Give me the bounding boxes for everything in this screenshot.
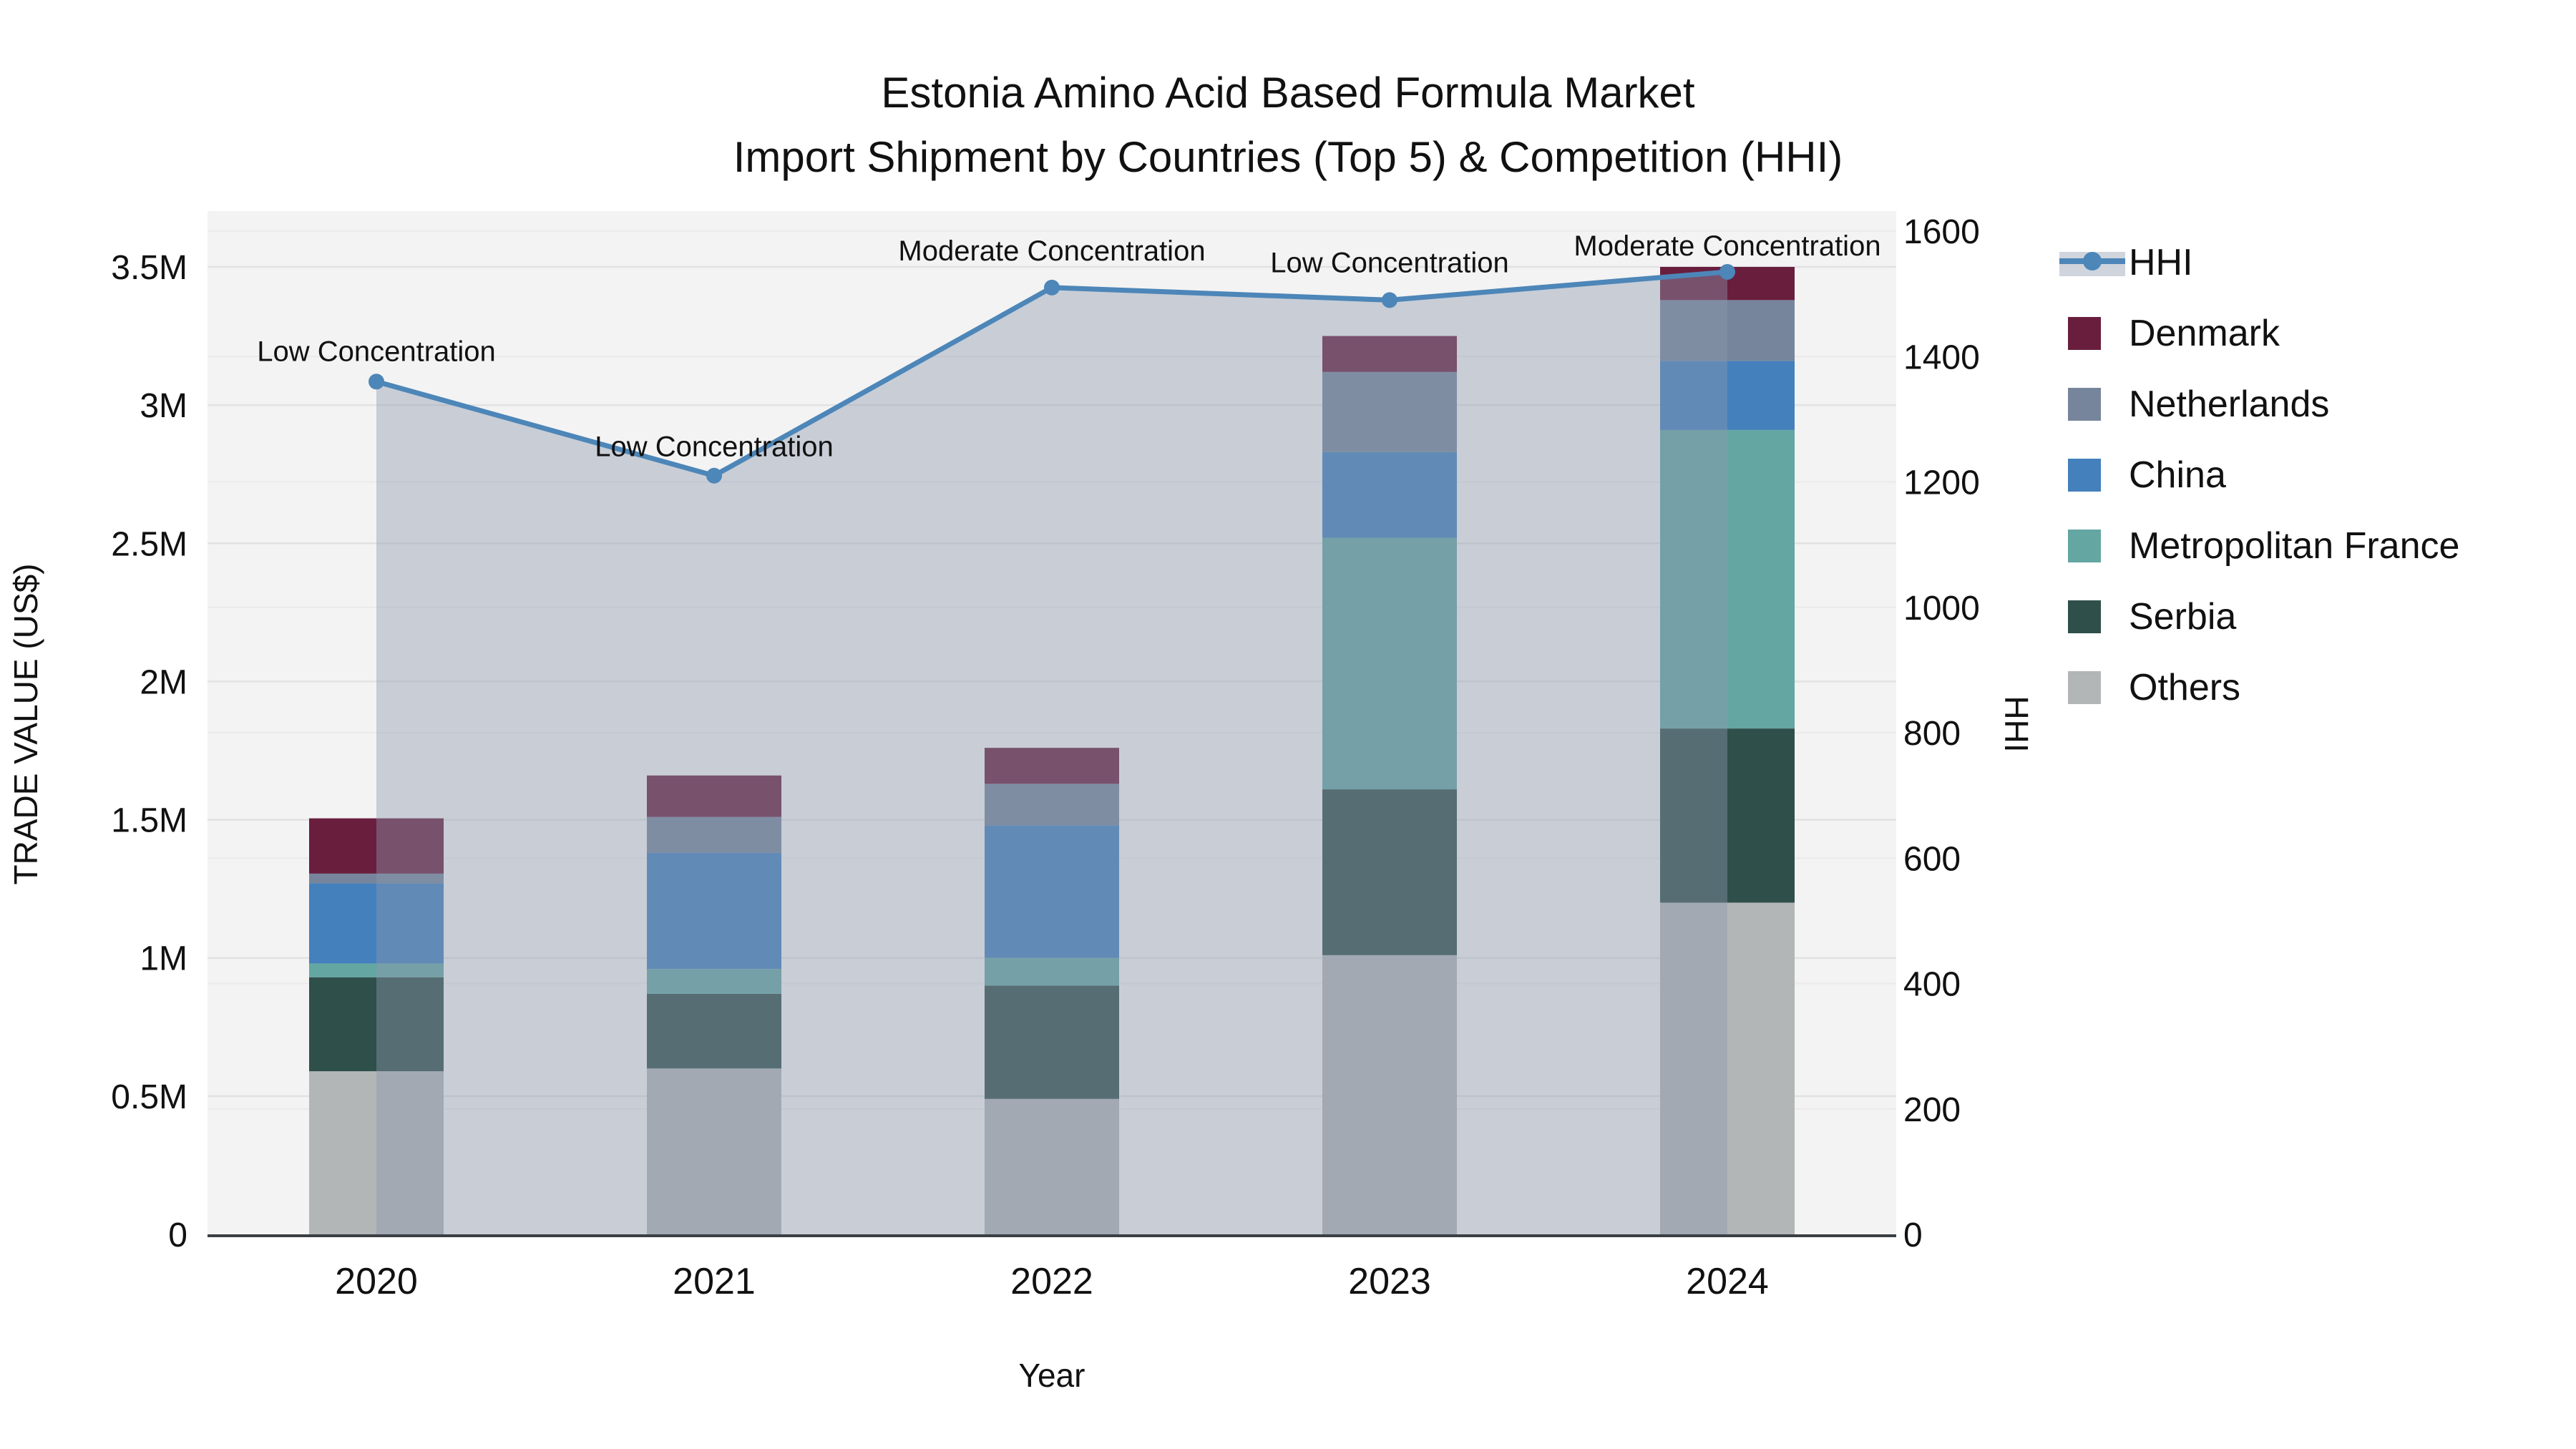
bar-segment-others-2023	[1322, 955, 1457, 1234]
bar-segment-metropolitan-france-2023	[1322, 537, 1457, 790]
right-tick-400: 400	[1903, 966, 1961, 1004]
legend-item-denmark[interactable]: Denmark	[2068, 313, 2280, 354]
stacked-bars	[309, 267, 1795, 1234]
right-tick-1400: 1400	[1903, 338, 1980, 376]
bar-segment-netherlands-2022	[985, 784, 1119, 826]
bar-segment-denmark-2020	[309, 818, 444, 874]
legend-label: Serbia	[2129, 596, 2236, 638]
bar-segment-netherlands-2020	[309, 873, 444, 884]
x-tick-2022: 2022	[1010, 1261, 1093, 1302]
bar-segment-denmark-2021	[647, 775, 781, 817]
left-tick-3.5M: 3.5M	[111, 249, 187, 287]
bar-segment-serbia-2020	[309, 977, 444, 1072]
legend: HHI Denmark Netherlands China Metropolitan F…	[2059, 242, 2459, 708]
hhi-marker-2024	[1719, 263, 1735, 280]
bar-segment-others-2020	[309, 1071, 444, 1234]
x-tick-2020: 2020	[335, 1261, 418, 1302]
legend-item-china[interactable]: China	[2068, 454, 2226, 496]
bar-segment-metropolitan-france-2020	[309, 963, 444, 977]
left-tick-2M: 2M	[140, 663, 187, 701]
annotation-2024: Moderate Concentration	[1574, 230, 1880, 262]
legend-hhi-marker-icon	[2083, 252, 2102, 270]
bar-segment-netherlands-2023	[1322, 371, 1457, 452]
bar-segment-metropolitan-france-2021	[647, 969, 781, 994]
bar-segment-metropolitan-france-2022	[985, 957, 1119, 986]
bar-segment-serbia-2022	[985, 985, 1119, 1099]
bar-segment-serbia-2024	[1660, 728, 1795, 903]
right-axis-title: HHI	[1998, 696, 2035, 752]
legend-label: HHI	[2129, 242, 2193, 283]
bar-segment-netherlands-2021	[647, 816, 781, 853]
bar-segment-others-2022	[985, 1098, 1119, 1234]
legend-label: China	[2129, 454, 2226, 496]
legend-item-metropolitan-france[interactable]: Metropolitan France	[2068, 525, 2459, 567]
left-tick-1.5M: 1.5M	[111, 802, 187, 840]
right-axis-tick-labels: 0 200 400 600 800 1000 1200 1400 1600	[1903, 213, 1980, 1254]
legend-label: Others	[2129, 667, 2240, 708]
hhi-markers	[369, 263, 1735, 484]
left-tick-0: 0	[168, 1216, 187, 1254]
legend-label: Netherlands	[2129, 384, 2329, 425]
left-tick-1M: 1M	[140, 940, 187, 978]
legend-item-hhi[interactable]: HHI	[2059, 242, 2193, 283]
annotation-2020: Low Concentration	[257, 336, 496, 367]
bar-segment-denmark-2023	[1322, 336, 1457, 372]
bar-segment-china-2022	[985, 825, 1119, 958]
annotation-2023: Low Concentration	[1270, 247, 1509, 278]
bar-segment-china-2020	[309, 883, 444, 964]
left-axis-title: TRADE VALUE (US$)	[7, 563, 44, 884]
bar-segment-china-2021	[647, 852, 781, 970]
x-axis-tick-labels: 2020 2021 2022 2023 2024	[335, 1261, 1769, 1302]
chart-title-line1: Estonia Amino Acid Based Formula Market	[881, 69, 1695, 117]
legend-swatch-serbia	[2068, 600, 2101, 633]
right-tick-1200: 1200	[1903, 464, 1980, 502]
legend-label: Denmark	[2129, 313, 2280, 354]
bar-segment-china-2024	[1660, 361, 1795, 430]
legend-swatch-netherlands	[2068, 388, 2101, 421]
hhi-marker-2022	[1044, 279, 1060, 296]
chart-title-line2: Import Shipment by Countries (Top 5) & C…	[733, 133, 1843, 181]
concentration-annotations: Low Concentration Low Concentration Modera…	[257, 230, 1880, 463]
legend-label: Metropolitan France	[2129, 525, 2459, 567]
right-tick-1000: 1000	[1903, 590, 1980, 628]
left-tick-3M: 3M	[140, 387, 187, 425]
hhi-marker-2023	[1382, 292, 1397, 308]
bar-segment-serbia-2023	[1322, 789, 1457, 955]
legend-swatch-denmark	[2068, 317, 2101, 350]
hhi-marker-2021	[706, 467, 722, 484]
left-axis-tick-labels: 0 0.5M 1M 1.5M 2M 2.5M 3M 3.5M	[111, 249, 187, 1254]
legend-swatch-china	[2068, 459, 2101, 492]
right-tick-0: 0	[1903, 1216, 1923, 1254]
legend-item-others[interactable]: Others	[2068, 667, 2240, 708]
bar-segment-denmark-2022	[985, 748, 1119, 784]
x-axis-title: Year	[1019, 1357, 1085, 1394]
legend-item-serbia[interactable]: Serbia	[2068, 596, 2236, 638]
right-tick-1600: 1600	[1903, 213, 1980, 251]
annotation-2022: Moderate Concentration	[898, 235, 1205, 267]
x-tick-2023: 2023	[1348, 1261, 1431, 1302]
bar-segment-others-2021	[647, 1068, 781, 1234]
right-tick-200: 200	[1903, 1091, 1961, 1129]
right-tick-600: 600	[1903, 840, 1961, 878]
bar-segment-others-2024	[1660, 902, 1795, 1234]
annotation-2021: Low Concentration	[595, 431, 834, 463]
x-tick-2021: 2021	[673, 1261, 756, 1302]
bar-segment-serbia-2021	[647, 993, 781, 1069]
legend-item-netherlands[interactable]: Netherlands	[2068, 384, 2329, 425]
bar-segment-netherlands-2024	[1660, 300, 1795, 361]
bar-segment-metropolitan-france-2024	[1660, 429, 1795, 729]
x-tick-2024: 2024	[1686, 1261, 1769, 1302]
legend-swatch-others	[2068, 671, 2101, 704]
legend-swatch-metropolitan-france	[2068, 530, 2101, 562]
hhi-area-fill	[376, 271, 1727, 1234]
bar-segment-china-2023	[1322, 452, 1457, 538]
left-tick-2.5M: 2.5M	[111, 525, 187, 563]
hhi-marker-2020	[369, 374, 384, 390]
right-tick-800: 800	[1903, 715, 1961, 753]
left-tick-0.5M: 0.5M	[111, 1078, 187, 1116]
